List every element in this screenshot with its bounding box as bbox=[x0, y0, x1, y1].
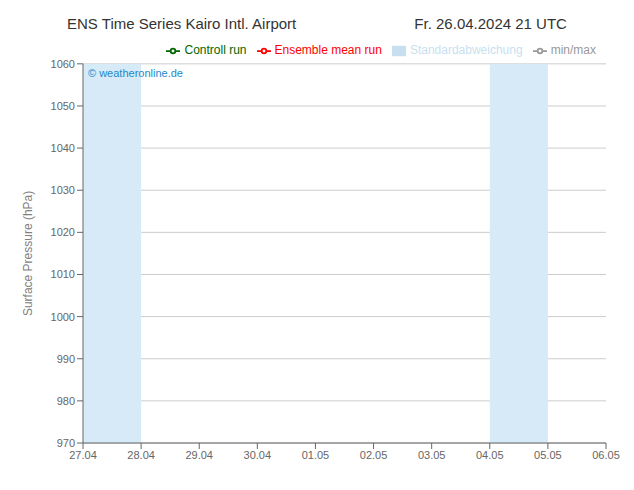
svg-text:28.04: 28.04 bbox=[127, 449, 155, 461]
svg-text:06.05: 06.05 bbox=[592, 449, 620, 461]
html-text:Controll run: Controll run bbox=[184, 43, 247, 57]
svg-text:1030: 1030 bbox=[51, 184, 75, 196]
svg-text:Surface Pressure (hPa): Surface Pressure (hPa) bbox=[21, 191, 35, 316]
svg-text:05.05: 05.05 bbox=[534, 449, 562, 461]
svg-text:1010: 1010 bbox=[51, 268, 75, 280]
svg-text:1020: 1020 bbox=[51, 226, 75, 238]
html-text:Standardabweichung: Standardabweichung bbox=[409, 43, 523, 57]
svg-text:03.05: 03.05 bbox=[418, 449, 446, 461]
svg-text:1060: 1060 bbox=[51, 58, 75, 70]
html-text:Fr. 26.04.2024 21 UTC: Fr. 26.04.2024 21 UTC bbox=[414, 14, 567, 32]
html-text:min/max: min/max bbox=[550, 43, 596, 57]
svg-text:29.04: 29.04 bbox=[185, 449, 213, 461]
svg-text:1050: 1050 bbox=[51, 100, 75, 112]
svg-text:30.04: 30.04 bbox=[244, 449, 272, 461]
svg-text:02.05: 02.05 bbox=[360, 449, 388, 461]
svg-text:990: 990 bbox=[57, 353, 75, 365]
svg-text:04.05: 04.05 bbox=[476, 449, 504, 461]
svg-text:1000: 1000 bbox=[51, 311, 75, 323]
svg-text:01.05: 01.05 bbox=[302, 449, 330, 461]
svg-text:27.04: 27.04 bbox=[69, 449, 97, 461]
svg-text:© weatheronline.de: © weatheronline.de bbox=[88, 67, 183, 79]
html-text:Ensemble mean run: Ensemble mean run bbox=[274, 43, 382, 57]
svg-text:1040: 1040 bbox=[51, 142, 75, 154]
svg-text:980: 980 bbox=[57, 395, 75, 407]
html-text:ENS Time Series Kairo Intl. Ai: ENS Time Series Kairo Intl. Airport bbox=[67, 14, 297, 32]
svg-text:970: 970 bbox=[57, 437, 75, 449]
